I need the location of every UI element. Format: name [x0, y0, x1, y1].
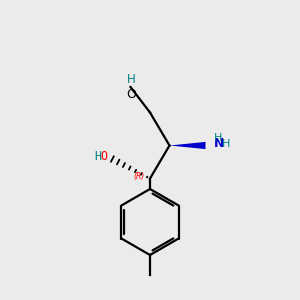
Text: (R): (R)	[134, 172, 145, 181]
Text: N: N	[214, 137, 224, 150]
Text: H: H	[214, 133, 222, 143]
Text: H: H	[94, 150, 101, 164]
Text: O: O	[100, 150, 107, 164]
Text: H: H	[127, 73, 136, 85]
Text: O: O	[126, 88, 136, 101]
Text: H: H	[222, 139, 230, 149]
Polygon shape	[169, 142, 206, 149]
